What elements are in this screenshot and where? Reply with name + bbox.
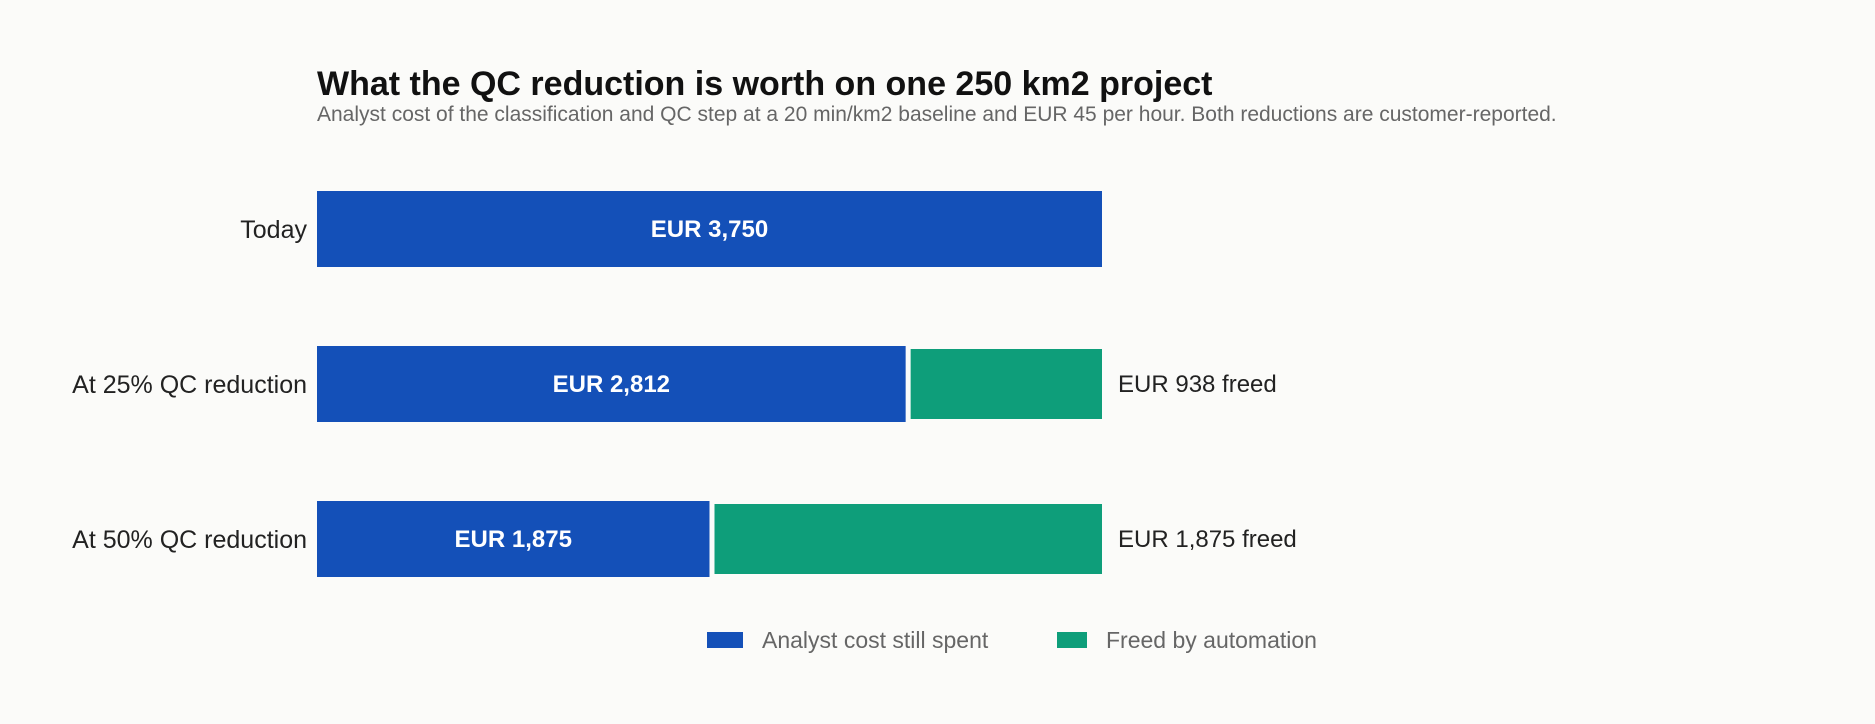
legend-swatch-freed: [1057, 632, 1087, 648]
data-label-analyst-cost: EUR 3,750: [651, 216, 768, 243]
category-label: Today: [240, 216, 307, 244]
bars-group: Today EUR 3,750 At 25% QC reduction EUR 2,8…: [72, 191, 1297, 577]
data-label-freed: EUR 938 freed: [1118, 371, 1277, 398]
category-label: At 25% QC reduction: [72, 371, 307, 399]
data-label-analyst-cost: EUR 2,812: [553, 371, 670, 398]
bar-freed-by-automation: [910, 349, 1102, 419]
chart-subtitle: Analyst cost of the classification and Q…: [317, 103, 1557, 126]
data-label-freed: EUR 1,875 freed: [1118, 526, 1297, 553]
legend-label: Analyst cost still spent: [762, 627, 989, 653]
bar-analyst-cost: [317, 346, 906, 422]
chart-title: What the QC reduction is worth on one 25…: [317, 65, 1212, 103]
legend-swatch-analyst-cost: [707, 632, 743, 648]
bar-analyst-cost: [317, 191, 1102, 267]
bar-freed-by-automation: [714, 504, 1102, 574]
category-label: At 50% QC reduction: [72, 526, 307, 554]
bar-analyst-cost: [317, 501, 710, 577]
data-label-analyst-cost: EUR 1,875: [455, 526, 572, 553]
legend-label: Freed by automation: [1106, 627, 1317, 653]
legend: Analyst cost still spent Freed by automat…: [707, 627, 1317, 653]
